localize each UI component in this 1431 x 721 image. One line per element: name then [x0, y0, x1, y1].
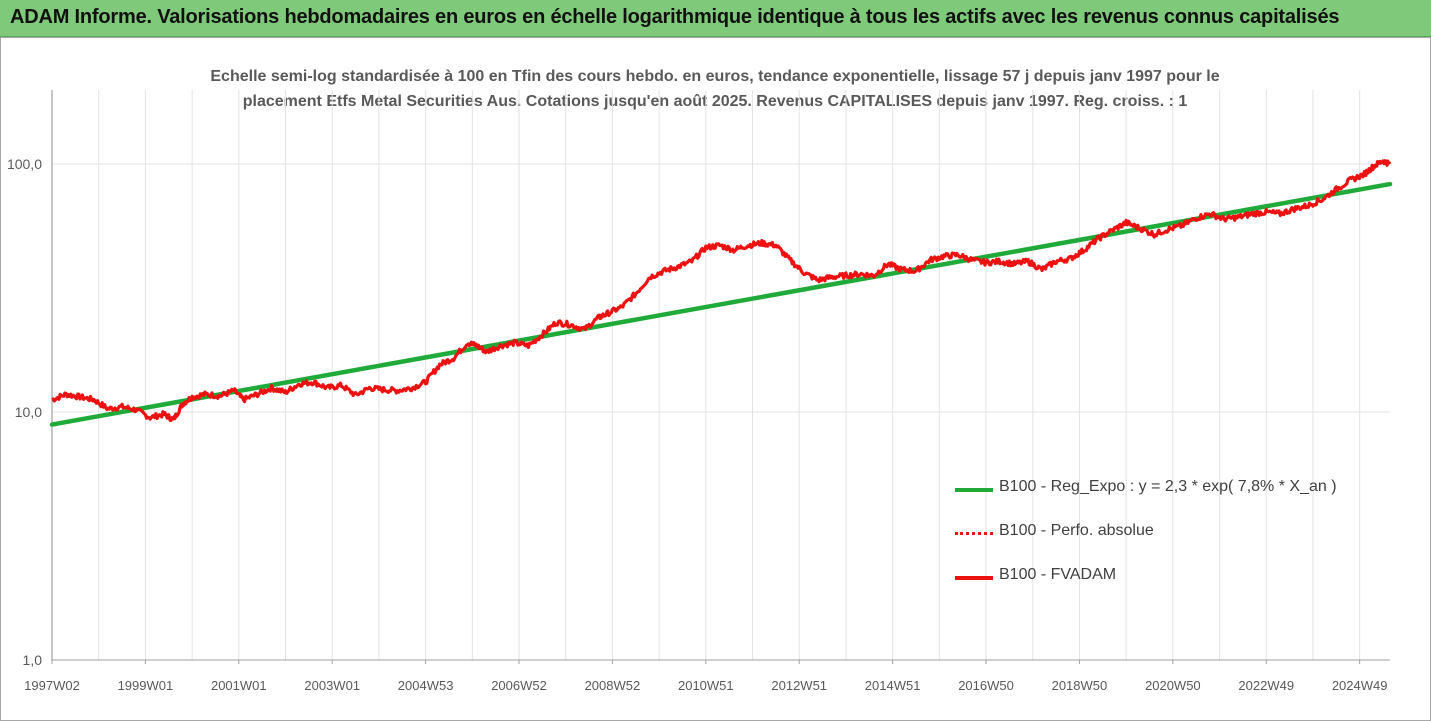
y-tick-label: 10,0	[15, 404, 42, 420]
legend-swatch-reg-expo	[955, 488, 993, 492]
x-tick-label: 2022W49	[1238, 678, 1294, 693]
x-tick-label: 2006W52	[491, 678, 547, 693]
legend-label-reg-expo: B100 - Reg_Expo : y = 2,3 * exp( 7,8% * …	[999, 478, 1337, 495]
x-tick-label: 2020W50	[1145, 678, 1201, 693]
y-tick-label: 1,0	[23, 652, 43, 668]
chart-subtitle-line-2: placement Etfs Metal Securities Aus. Cot…	[242, 93, 1188, 110]
legend-label-fvadam: B100 - FVADAM	[999, 566, 1117, 583]
series-line-reg-expo	[49, 181, 1393, 427]
x-tick-label: 2012W51	[771, 678, 827, 693]
x-tick-label: 2014W51	[865, 678, 921, 693]
x-tick-label: 2008W52	[585, 678, 641, 693]
x-tick-label: 2001W01	[211, 678, 267, 693]
series-layer	[49, 159, 1393, 427]
x-tick-label: 2024W49	[1332, 678, 1388, 693]
y-tick-labels: 1,0 10,0 100,0	[7, 156, 42, 668]
x-tick-label: 2010W51	[678, 678, 734, 693]
chart-subtitle: Echelle semi-log standardisée à 100 en T…	[140, 64, 1290, 114]
grid-vertical-lines	[51, 90, 1361, 660]
legend-swatch-fvadam	[955, 576, 993, 580]
x-tick-label: 2003W01	[304, 678, 360, 693]
x-tick-labels: 1997W02 1999W01 2001W01 2003W01 2004W53 2006W…	[24, 660, 1387, 693]
x-tick-label: 1999W01	[118, 678, 174, 693]
x-tick-label: 2016W50	[958, 678, 1014, 693]
x-tick-label: 2004W53	[398, 678, 454, 693]
header-bar: ADAM Informe. Valorisations hebdomadaire…	[0, 0, 1431, 37]
x-tick-label: 1997W02	[24, 678, 80, 693]
grid-horizontal-lines	[52, 163, 1390, 661]
legend-swatch-perfo	[955, 532, 993, 535]
x-tick-label: 2018W50	[1052, 678, 1108, 693]
series-line-fvadam	[51, 159, 1392, 423]
chart-subtitle-line-1: Echelle semi-log standardisée à 100 en T…	[210, 68, 1220, 85]
page-title: ADAM Informe. Valorisations hebdomadaire…	[10, 6, 1340, 28]
legend-label-perfo: B100 - Perfo. absolue	[999, 522, 1154, 539]
y-tick-label: 100,0	[7, 156, 42, 172]
